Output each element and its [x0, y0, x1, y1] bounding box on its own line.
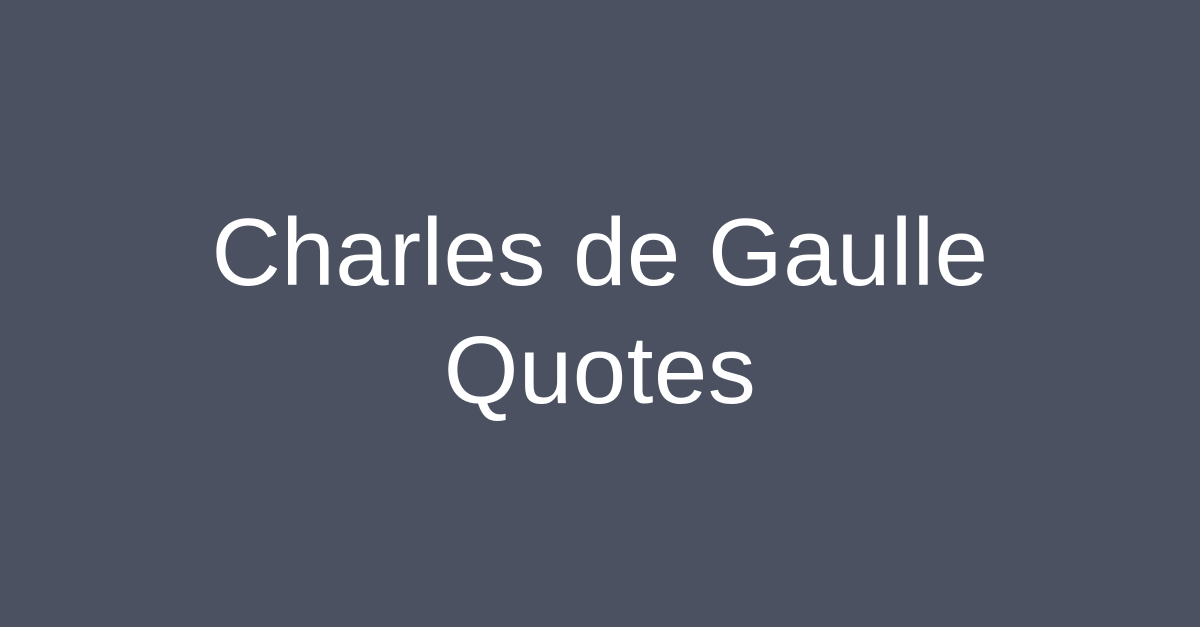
title-line-2: Quotes: [443, 316, 757, 424]
title-line-1: Charles de Gaulle: [211, 198, 989, 306]
page-title: Charles de Gaulle Quotes: [212, 194, 989, 430]
